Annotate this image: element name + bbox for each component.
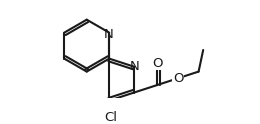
Text: N: N xyxy=(103,28,113,41)
Text: N: N xyxy=(130,60,140,73)
Text: O: O xyxy=(152,57,162,70)
Text: O: O xyxy=(173,72,184,85)
Text: Cl: Cl xyxy=(104,111,117,124)
